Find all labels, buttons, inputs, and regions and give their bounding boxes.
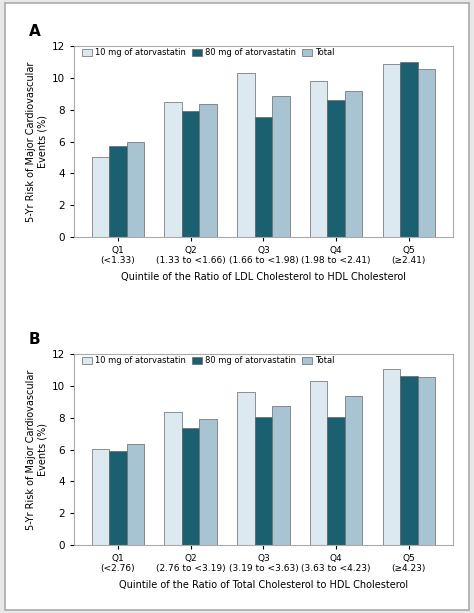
Bar (91, 449, 109, 545)
Bar (182, 428, 200, 545)
Bar (182, 111, 200, 237)
Bar (310, 82, 328, 237)
Bar (383, 64, 400, 237)
Bar (400, 63, 418, 237)
X-axis label: Quintile of the Ratio of LDL Cholesterol to HDL Cholesterol: Quintile of the Ratio of LDL Cholesterol… (121, 272, 406, 282)
Bar (400, 376, 418, 545)
Bar (383, 368, 400, 545)
Bar (237, 72, 255, 237)
Y-axis label: 5-Yr Risk of Major Cardiovascular
Events (%): 5-Yr Risk of Major Cardiovascular Events… (26, 370, 48, 530)
Bar (200, 419, 217, 545)
Bar (345, 91, 362, 237)
Bar (127, 142, 144, 237)
Text: A: A (29, 24, 41, 39)
X-axis label: Quintile of the Ratio of Total Cholesterol to HDL Cholesterol: Quintile of the Ratio of Total Cholester… (119, 580, 408, 590)
Bar (200, 104, 217, 237)
Legend: 10 mg of atorvastatin, 80 mg of atorvastatin, Total: 10 mg of atorvastatin, 80 mg of atorvast… (78, 353, 338, 368)
Bar (255, 117, 272, 237)
Bar (328, 417, 345, 545)
Y-axis label: 5-Yr Risk of Major Cardiovascular
Events (%): 5-Yr Risk of Major Cardiovascular Events… (26, 61, 48, 222)
Bar (328, 101, 345, 237)
Bar (345, 397, 362, 545)
Bar (255, 417, 272, 545)
Bar (310, 381, 328, 545)
Bar (91, 158, 109, 237)
Bar (237, 392, 255, 545)
Bar (418, 69, 435, 237)
Bar (272, 96, 290, 237)
Bar (164, 411, 182, 545)
Bar (127, 444, 144, 545)
Bar (164, 102, 182, 237)
Text: B: B (29, 332, 40, 347)
Bar (418, 376, 435, 545)
Legend: 10 mg of atorvastatin, 80 mg of atorvastatin, Total: 10 mg of atorvastatin, 80 mg of atorvast… (78, 45, 338, 61)
Bar (109, 451, 127, 545)
Bar (109, 147, 127, 237)
Bar (272, 406, 290, 545)
